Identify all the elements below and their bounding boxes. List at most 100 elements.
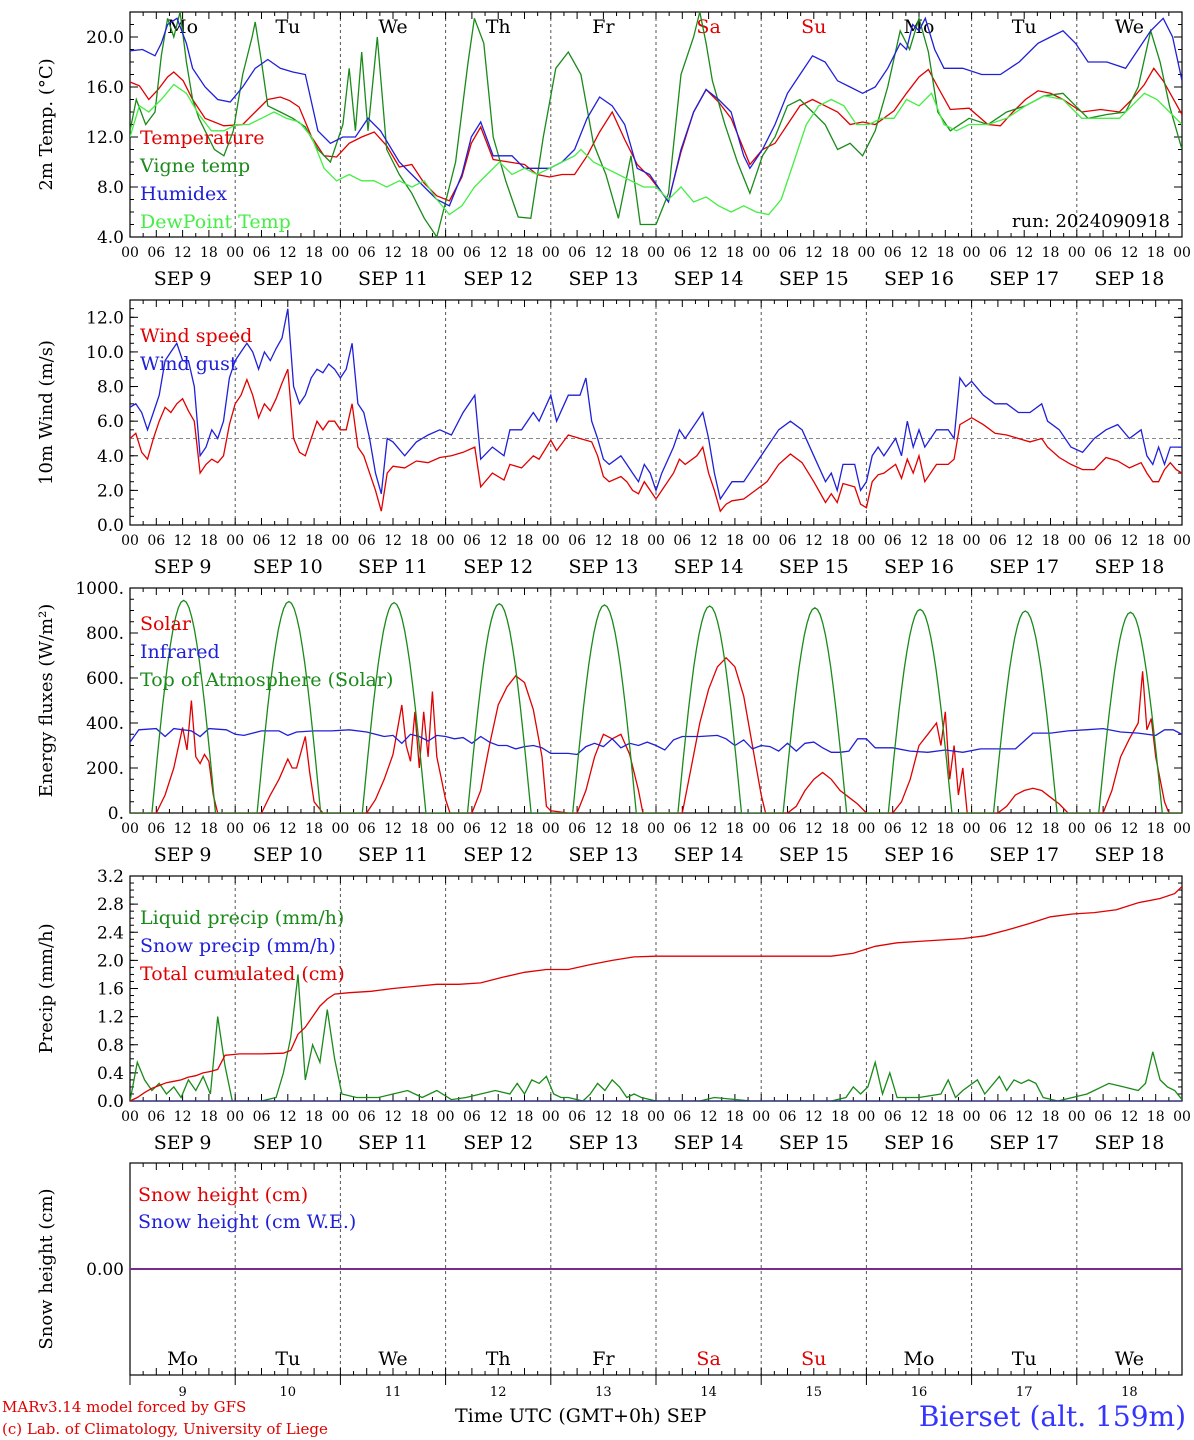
date-label: SEP 12 <box>463 844 533 866</box>
hour-label: 06 <box>779 1109 797 1125</box>
date-label: SEP 9 <box>154 268 212 290</box>
hour-label: 00 <box>437 821 455 837</box>
hour-label: 06 <box>253 245 271 261</box>
hour-label: 06 <box>568 821 586 837</box>
series-line-vigne-temp <box>130 12 1182 237</box>
y-tick-label: 10.0 <box>86 343 124 363</box>
weekday-label: Sa <box>696 1348 720 1370</box>
legend-entry: Snow height (cm) <box>138 1184 308 1206</box>
hour-label: 00 <box>1173 245 1191 261</box>
hour-label: 18 <box>1147 245 1165 261</box>
day-number-label: 18 <box>1121 1385 1138 1400</box>
hour-label: 12 <box>805 533 823 549</box>
date-label: SEP 13 <box>568 844 638 866</box>
y-axis-label: Energy fluxes (W/m²) <box>36 604 57 798</box>
hour-label: 00 <box>121 821 139 837</box>
y-tick-label: 20.0 <box>86 28 124 48</box>
hour-label: 18 <box>1042 533 1060 549</box>
hour-label: 06 <box>463 1109 481 1125</box>
y-tick-label: 4.0 <box>97 228 124 248</box>
weekday-label: Tu <box>1012 1348 1037 1370</box>
date-label: SEP 12 <box>463 268 533 290</box>
hour-label: 18 <box>516 245 534 261</box>
hour-label: 06 <box>147 245 165 261</box>
hour-label: 12 <box>279 821 297 837</box>
hour-label: 00 <box>331 533 349 549</box>
hour-label: 00 <box>1173 533 1191 549</box>
y-tick-label: 200. <box>86 759 124 779</box>
x-axis-title-month: SEP <box>666 1405 707 1427</box>
hour-label: 12 <box>910 533 928 549</box>
y-tick-label: 0.00 <box>86 1260 124 1280</box>
hour-label: 06 <box>147 821 165 837</box>
day-number-label: 14 <box>700 1385 717 1400</box>
hour-label: 12 <box>594 821 612 837</box>
hour-label: 12 <box>805 245 823 261</box>
y-tick-label: 2.4 <box>97 923 124 943</box>
hour-label: 06 <box>884 533 902 549</box>
hour-label: 00 <box>331 1109 349 1125</box>
hour-label: 18 <box>200 1109 218 1125</box>
date-label: SEP 12 <box>463 1132 533 1154</box>
series-line-wind-gust <box>130 308 1182 501</box>
date-label: SEP 15 <box>779 844 849 866</box>
hour-label: 06 <box>463 533 481 549</box>
hour-label: 06 <box>358 1109 376 1125</box>
hour-label: 00 <box>121 245 139 261</box>
hour-label: 12 <box>384 533 402 549</box>
weekday-label: Fr <box>592 1348 615 1370</box>
date-label: SEP 16 <box>884 1132 954 1154</box>
hour-label: 00 <box>647 533 665 549</box>
hour-label: 06 <box>884 245 902 261</box>
hour-label: 18 <box>516 821 534 837</box>
hour-label: 06 <box>989 1109 1007 1125</box>
hour-label: 00 <box>647 1109 665 1125</box>
date-label: SEP 13 <box>568 1132 638 1154</box>
hour-label: 12 <box>489 245 507 261</box>
y-tick-label: 1.2 <box>97 1008 124 1028</box>
hour-label: 00 <box>1068 533 1086 549</box>
hour-label: 00 <box>963 1109 981 1125</box>
hour-label: 00 <box>857 1109 875 1125</box>
hour-label: 06 <box>463 821 481 837</box>
hour-label: 18 <box>410 533 428 549</box>
hour-label: 00 <box>226 821 244 837</box>
hour-label: 18 <box>831 533 849 549</box>
date-label: SEP 11 <box>358 844 428 866</box>
y-tick-label: 0.8 <box>97 1036 124 1056</box>
date-label: SEP 18 <box>1094 556 1164 578</box>
y-tick-label: 400. <box>86 714 124 734</box>
hour-label: 00 <box>963 245 981 261</box>
hour-label: 12 <box>1120 821 1138 837</box>
hour-label: 00 <box>647 821 665 837</box>
hour-label: 12 <box>594 1109 612 1125</box>
hour-label: 18 <box>936 245 954 261</box>
hour-label: 12 <box>1120 533 1138 549</box>
hour-label: 18 <box>305 821 323 837</box>
hour-label: 06 <box>989 245 1007 261</box>
hour-label: 12 <box>384 1109 402 1125</box>
hour-label: 06 <box>779 245 797 261</box>
y-tick-label: 0. <box>108 804 124 824</box>
hour-label: 18 <box>516 533 534 549</box>
hour-label: 06 <box>358 245 376 261</box>
panel-4: 0.0 0.4 0.8 1.2 1.6 2.0 2.4 2.8 3.2 Precip (mm/h)… <box>36 867 1191 1154</box>
hour-label: 06 <box>779 533 797 549</box>
legend-entry: Wind gust <box>140 353 238 375</box>
legend-entry: DewPoint Temp <box>140 211 291 233</box>
date-label: SEP 9 <box>154 556 212 578</box>
date-label: SEP 10 <box>253 268 323 290</box>
hour-label: 12 <box>700 1109 718 1125</box>
hour-label: 18 <box>1042 1109 1060 1125</box>
y-tick-label: 1000. <box>75 579 124 599</box>
date-label: SEP 11 <box>358 268 428 290</box>
hour-label: 00 <box>857 821 875 837</box>
hour-label: 12 <box>1015 245 1033 261</box>
hour-label: 06 <box>358 821 376 837</box>
hour-label: 06 <box>568 533 586 549</box>
series-line-solar <box>130 656 1182 813</box>
day-number-label: 16 <box>911 1385 928 1400</box>
hour-label: 12 <box>805 1109 823 1125</box>
hour-label: 12 <box>910 821 928 837</box>
panel-1: 4.0 8.0 12.0 16.0 20.0 2m Temp. (°C) 00 06 12 18 S… <box>36 11 1191 290</box>
